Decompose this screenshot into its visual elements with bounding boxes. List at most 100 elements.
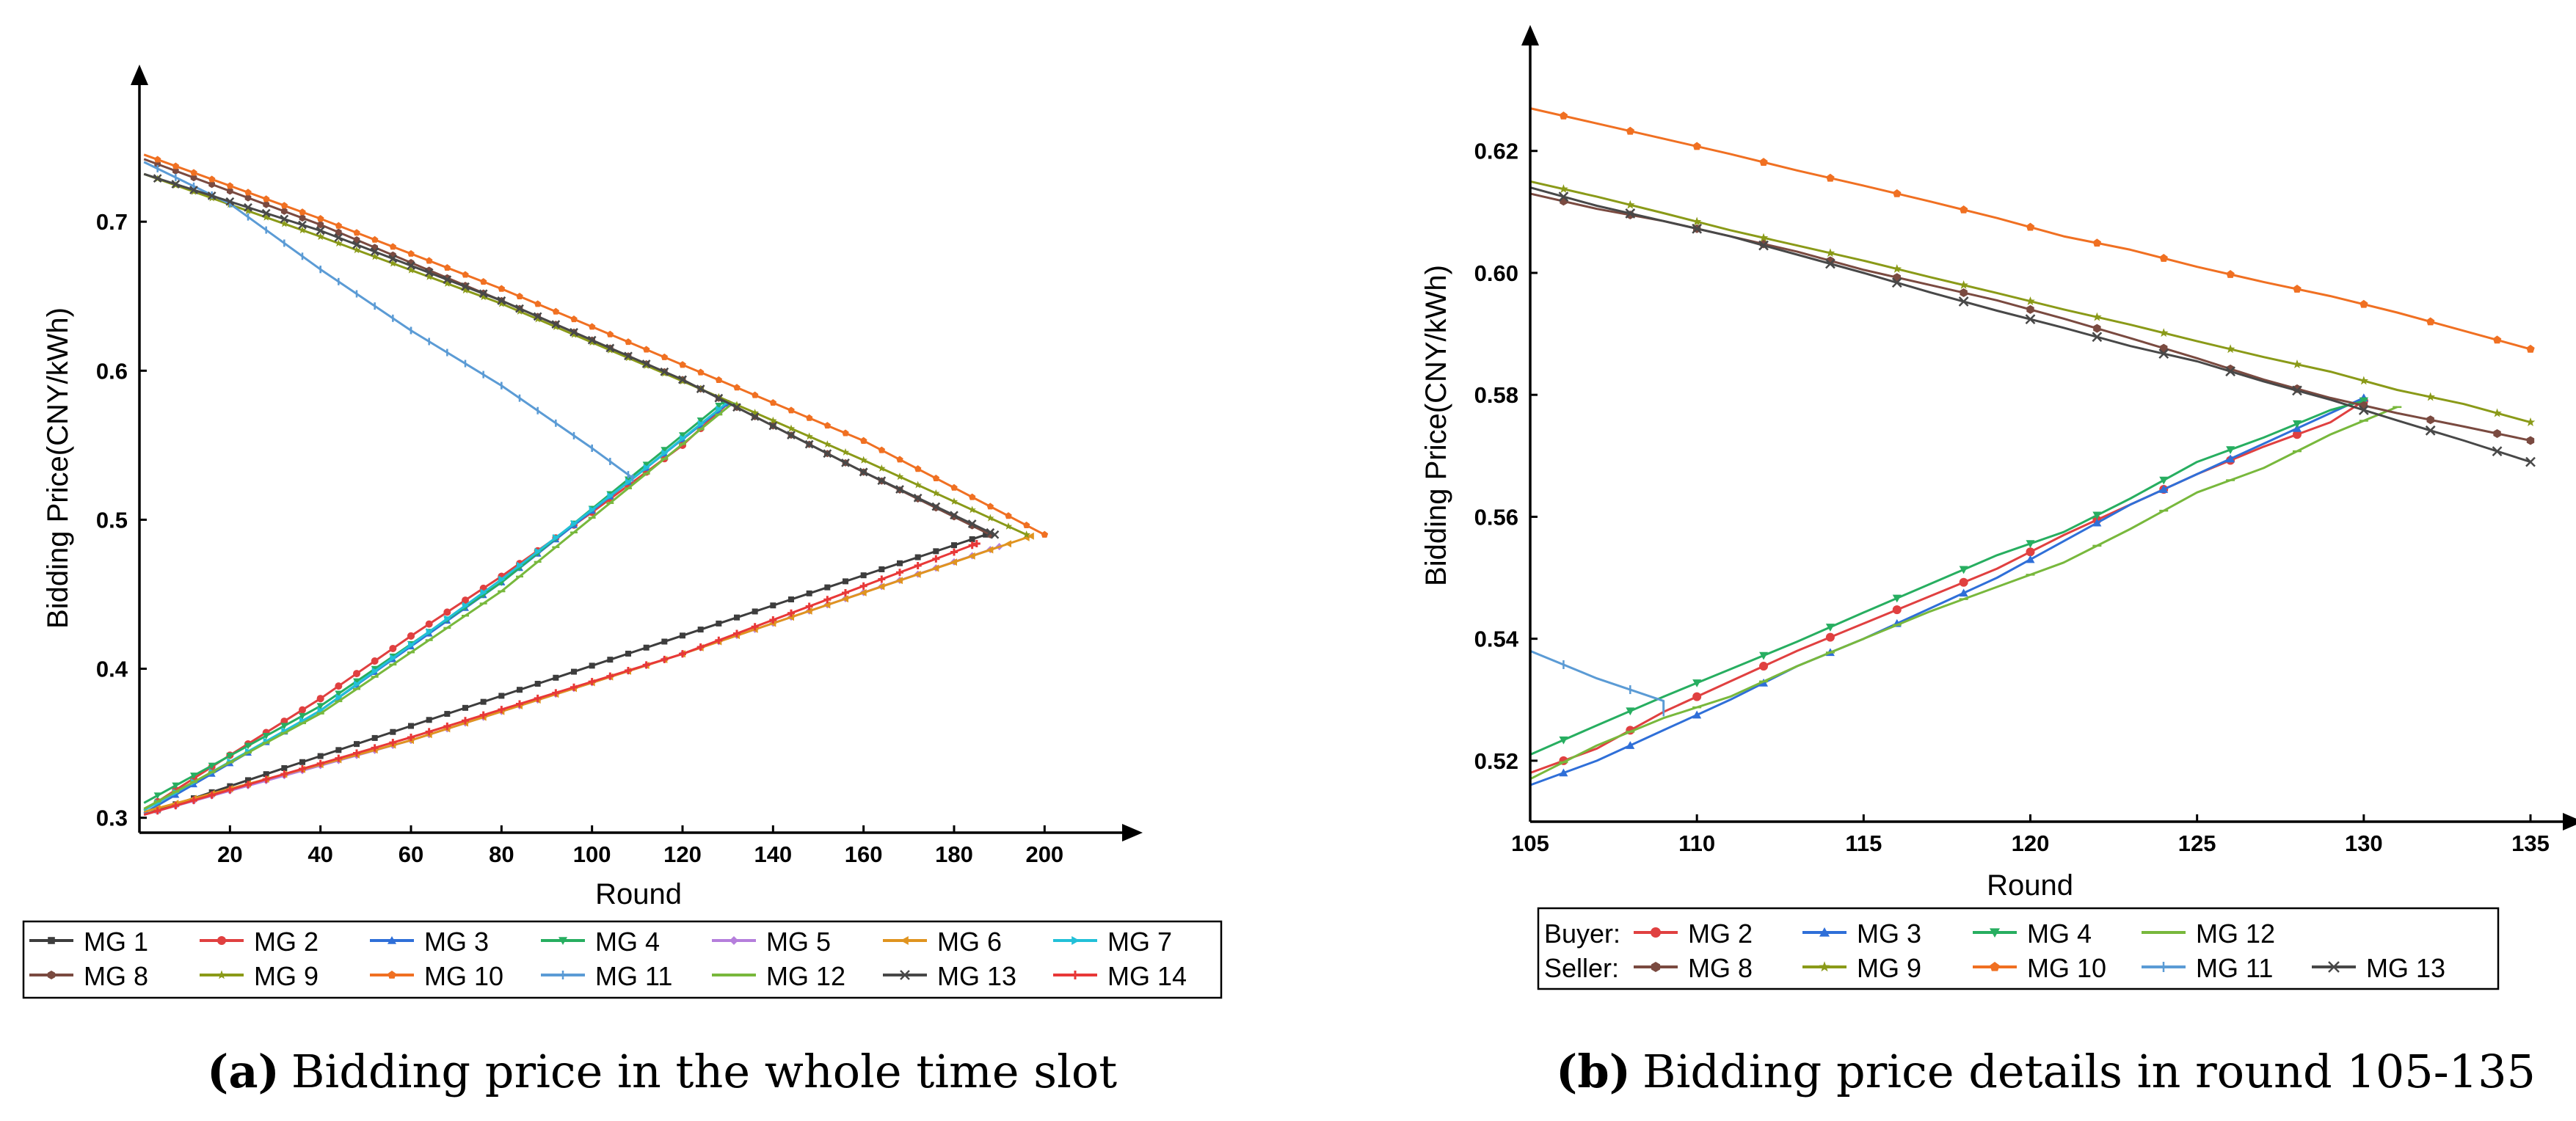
data-point-mg-13 [768, 421, 778, 431]
series-line-mg-9 [143, 172, 1027, 536]
series-group-a [143, 153, 1049, 817]
data-point-mg-6 [1005, 540, 1011, 548]
data-point-mg-10 [823, 422, 832, 429]
legend-item-mg-6: MG 6 [883, 927, 1002, 957]
data-point-mg-1 [299, 759, 305, 765]
data-point-mg-9 [316, 233, 324, 240]
legend-label: MG 4 [2027, 919, 2092, 949]
data-point-mg-1 [983, 531, 989, 538]
data-point-mg-14 [190, 796, 197, 804]
y-tick-label: 0.54 [1474, 627, 1519, 652]
data-point-mg-6 [932, 564, 939, 572]
data-point-mg-14 [823, 596, 832, 604]
data-point-mg-14 [262, 775, 270, 784]
caption-b: (b) Bidding price details in round 105-13… [1556, 1045, 2536, 1098]
data-point-mg-10 [914, 465, 922, 472]
data-point-mg-4 [335, 690, 343, 698]
data-point-mg-9 [914, 481, 922, 489]
data-point-mg-9 [1959, 280, 1968, 289]
legend-marker [729, 936, 738, 945]
data-point-mg-1 [843, 578, 848, 585]
data-point-mg-13 [678, 375, 687, 384]
data-point-mg-1 [661, 638, 668, 645]
data-point-mg-10 [2359, 299, 2368, 308]
series-mg-11 [143, 161, 634, 482]
x-tick-label: 135 [2511, 830, 2550, 856]
legend-marker [900, 936, 909, 945]
data-point-mg-14 [932, 555, 940, 563]
legend-item-mg-1: MG 1 [29, 927, 148, 957]
data-point-mg-9 [2292, 359, 2302, 368]
data-point-mg-13 [352, 240, 361, 249]
data-point-mg-2 [2026, 547, 2035, 557]
data-point-mg-10 [570, 315, 578, 323]
data-point-mg-10 [751, 391, 759, 398]
data-point-mg-8 [2493, 428, 2501, 438]
y-axis-arrow [131, 65, 148, 85]
axes-b: 105 110 115 120 125 130 135 0.52 0.54 0.56 0.58 0.6… [1474, 25, 2576, 856]
caption-a-label: (a) [207, 1045, 280, 1098]
data-point-mg-4 [1759, 651, 1769, 660]
data-point-mg-6 [823, 601, 831, 609]
data-point-mg-3 [1626, 741, 1635, 749]
series-mg-10 [143, 153, 1049, 538]
data-point-mg-13 [587, 335, 597, 345]
series-mg-13 [143, 172, 1000, 539]
legend-label: MG 3 [1857, 919, 1921, 949]
data-point-mg-14 [570, 683, 578, 691]
y-tick-label: 0.3 [96, 806, 128, 831]
axes-a: 20 40 60 80 100 120 140 160 180 200 0.3 0.4 0.5 0.6 0.… [96, 65, 1143, 867]
data-point-mg-14 [588, 678, 596, 686]
x-tick-label: 40 [308, 841, 332, 867]
data-point-mg-9 [407, 266, 415, 274]
data-point-mg-10 [733, 384, 741, 391]
data-point-mg-14 [552, 689, 560, 697]
data-point-mg-10 [950, 483, 958, 491]
series-line-mg-1 [143, 533, 986, 817]
data-point-mg-2 [353, 670, 360, 678]
data-point-mg-1 [878, 566, 885, 572]
data-point-mg-9 [1692, 216, 1702, 226]
data-point-mg-13 [1625, 208, 1636, 219]
data-point-mg-13 [2358, 405, 2369, 415]
data-point-mg-13 [189, 186, 198, 194]
data-point-mg-7 [553, 533, 560, 541]
data-point-mg-13 [515, 304, 524, 313]
data-point-mg-10 [896, 456, 903, 463]
data-point-mg-7 [661, 449, 669, 457]
data-point-mg-14 [715, 636, 723, 644]
data-point-mg-14 [353, 749, 360, 757]
caption-b-label: (b) [1556, 1045, 1631, 1098]
data-point-mg-13 [207, 191, 217, 200]
data-point-mg-4 [1892, 594, 1902, 603]
series-group-b [1529, 107, 2536, 786]
data-point-mg-1 [371, 734, 378, 741]
legend-item-mg-11: MG 11 [541, 961, 672, 991]
data-point-mg-9 [479, 293, 487, 301]
data-point-mg-3 [2026, 555, 2035, 563]
data-point-mg-4 [280, 723, 288, 730]
series-mg-12 [143, 402, 736, 810]
data-point-mg-14 [968, 541, 976, 549]
data-point-mg-13 [641, 359, 651, 368]
data-point-mg-13 [732, 403, 741, 412]
data-point-mg-1 [697, 627, 704, 633]
data-point-mg-10 [153, 156, 161, 163]
data-point-mg-13 [895, 485, 904, 494]
data-point-mg-13 [2492, 446, 2503, 456]
data-point-mg-3 [1692, 710, 1702, 719]
data-point-mg-10 [1041, 530, 1049, 538]
data-point-mg-14 [914, 562, 922, 569]
data-point-mg-1 [933, 548, 939, 555]
data-point-mg-6 [859, 588, 867, 596]
data-point-mg-9 [642, 361, 650, 369]
data-point-mg-2 [462, 596, 469, 605]
data-point-mg-13 [461, 282, 470, 291]
series-mg-9 [1529, 180, 2536, 426]
data-point-mg-10 [625, 338, 632, 346]
data-point-mg-9 [1825, 248, 1835, 258]
data-point-mg-2 [1959, 577, 1968, 587]
legend-label: MG 7 [1107, 927, 1172, 957]
data-point-mg-10 [552, 307, 560, 315]
x-tick-label: 130 [2345, 830, 2383, 856]
